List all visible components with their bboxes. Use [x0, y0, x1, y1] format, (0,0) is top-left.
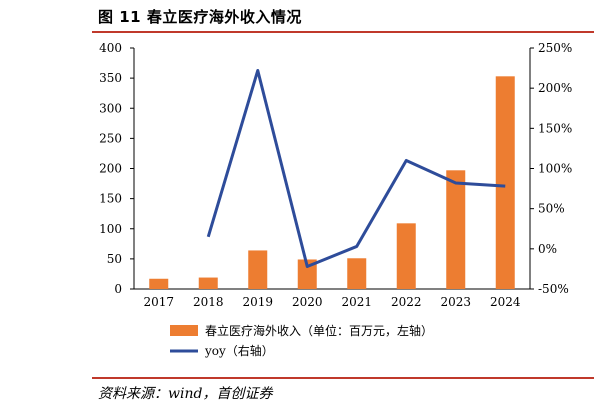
figure-title: 图 11 春立医疗海外收入情况	[98, 8, 302, 26]
x-tick-label: 2022	[391, 295, 422, 309]
left-tick-label: 250	[99, 131, 122, 145]
x-tick-label: 2020	[292, 295, 323, 309]
left-tick-label: 0	[114, 282, 122, 296]
right-tick-label: 200%	[538, 81, 572, 95]
left-tick-label: 400	[99, 41, 122, 55]
bar-2024	[495, 76, 515, 289]
bar-2019	[248, 250, 268, 289]
right-tick-label: -50%	[538, 282, 569, 296]
right-tick-label: 100%	[538, 162, 572, 176]
bottom-rule	[92, 377, 594, 379]
x-tick-label: 2024	[490, 295, 521, 309]
left-tick-label: 300	[99, 101, 122, 115]
left-tick-label: 200	[99, 162, 122, 176]
right-tick-label: 50%	[538, 202, 565, 216]
axes: 0 50 100 150 200 250 300 350 400 -50% 0% 50% 100% 150…	[99, 41, 572, 296]
right-tick-label: 0%	[538, 242, 557, 256]
left-tick-label: 150	[99, 192, 122, 206]
right-tick-label: 150%	[538, 121, 572, 135]
left-tick-label: 50	[107, 252, 122, 266]
legend: 春立医疗海外收入（单位：百万元，左轴） yoy（右轴）	[170, 323, 433, 358]
left-tick-label: 100	[99, 222, 122, 236]
line-series	[206, 68, 506, 269]
x-tick-label: 2023	[440, 295, 471, 309]
top-rule	[92, 31, 594, 33]
bar-2023	[446, 170, 466, 289]
bar-2022	[396, 223, 416, 289]
legend-label-line: yoy（右轴）	[204, 343, 274, 358]
left-tick-label: 350	[99, 71, 122, 85]
bar-2017	[149, 278, 169, 289]
yoy-line	[206, 68, 506, 269]
legend-label-bar: 春立医疗海外收入（单位：百万元，左轴）	[205, 323, 433, 338]
legend-swatch-bar	[170, 325, 198, 336]
x-tick-label: 2018	[193, 295, 224, 309]
bar-2020	[297, 259, 317, 289]
x-tick-label: 2019	[242, 295, 273, 309]
x-tick-label: 2021	[341, 295, 372, 309]
bar-series	[149, 76, 515, 289]
right-tick-label: 250%	[538, 41, 572, 55]
bar-2021	[347, 258, 367, 289]
x-tick-label: 2017	[143, 295, 174, 309]
x-tick-labels: 2017 2018 2019 2020 2021 2022 2023 2024	[143, 295, 520, 309]
source-note: 资料来源：wind，首创证券	[98, 386, 273, 402]
bar-2018	[198, 277, 218, 289]
